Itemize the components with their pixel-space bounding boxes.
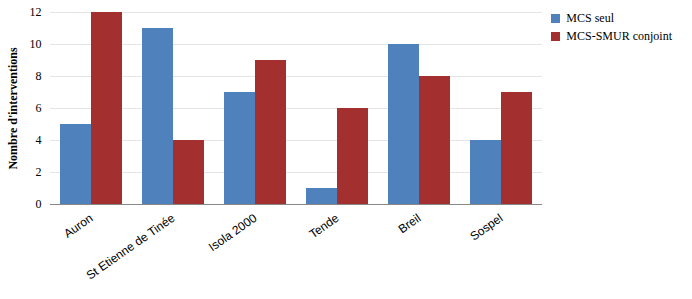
svg-text:Breil: Breil [396, 211, 424, 236]
html-text:MCS-SMUR conjoint: MCS-SMUR conjoint [566, 29, 672, 43]
svg-text:Nombre d'interventions: Nombre d'interventions [6, 47, 20, 169]
svg-text:Auron: Auron [61, 211, 95, 241]
svg-text:0: 0 [36, 197, 42, 211]
svg-text:12: 12 [30, 5, 42, 19]
svg-text:6: 6 [36, 101, 42, 115]
svg-text:2: 2 [36, 165, 42, 179]
svg-text:10: 10 [30, 37, 42, 51]
html-text:MCS seul: MCS seul [566, 11, 614, 25]
svg-text:Tende: Tende [307, 211, 342, 241]
svg-text:Sospel: Sospel [467, 211, 505, 244]
svg-text:St Etienne de Tinée: St Etienne de Tinée [84, 211, 178, 283]
svg-text:4: 4 [36, 133, 42, 147]
svg-text:8: 8 [36, 69, 42, 83]
svg-text:Isola 2000: Isola 2000 [206, 211, 260, 254]
